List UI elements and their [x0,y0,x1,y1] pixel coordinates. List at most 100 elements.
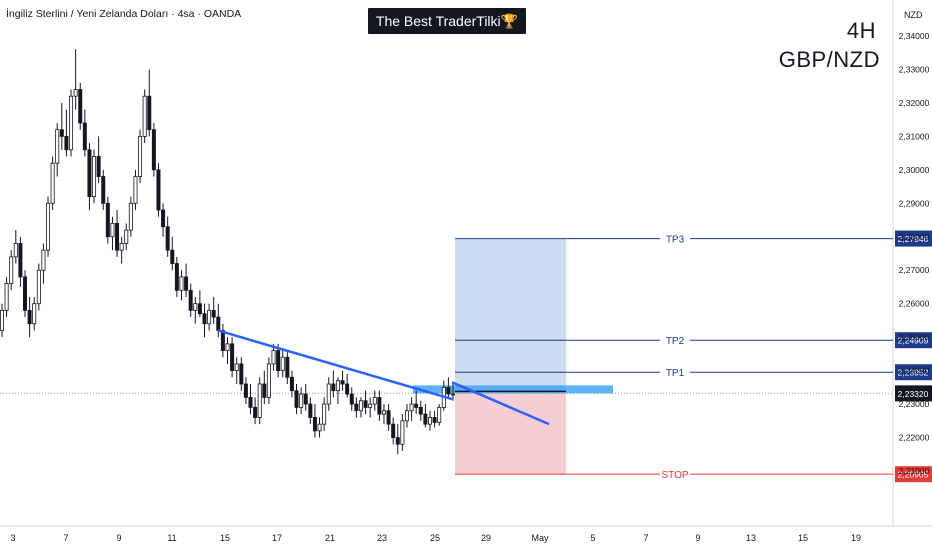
candle-body [69,95,74,151]
y-tick-label: 2,29000 [899,198,930,208]
trendline-lower [451,381,550,426]
candle-body [253,407,258,418]
candle-body [239,363,244,385]
candle-body [234,363,239,372]
candle-body [92,156,97,198]
candle-body [331,383,336,392]
candle-body [0,309,4,331]
candle-body [18,243,23,278]
x-tick-label: May [531,533,549,543]
candle-body [179,276,184,291]
x-tick-label: 7 [643,533,648,543]
candle-body [27,309,32,325]
candle-body [322,403,327,425]
candle-body [386,410,391,425]
candle-body [82,122,87,151]
candle-body [115,222,120,251]
candle-body [193,303,198,311]
candle-body [23,276,28,311]
candle-body [414,403,419,408]
x-tick-label: 15 [220,533,230,543]
pair-label: GBP/NZD [778,47,880,72]
candle-body [312,417,317,432]
candle-body [450,393,455,396]
candle-body [285,356,290,378]
candle-body [220,330,225,351]
currency-label: NZD [904,10,923,20]
candle-body [161,209,166,228]
candle-body [409,403,414,412]
symbol-title: İngiliz Sterlini / Yeni Zelanda Doları ·… [6,8,242,20]
candle-body [174,263,179,291]
candle-body [257,383,262,418]
candle-body [340,380,345,385]
candle-body [423,413,428,425]
candle-body [96,156,101,177]
y-tick-label: 2,25000 [899,332,930,342]
candle-body [363,400,368,408]
y-tick-label: 2,33000 [899,64,930,74]
level-label-tp1: TP1 [666,368,685,379]
candle-body [207,309,212,325]
price-tag-text-tp1: 2,23952 [898,368,929,378]
candle-body [41,249,46,271]
candle-body [377,396,382,415]
candle-body [317,423,322,432]
candle-body [358,400,363,412]
stop-zone [455,393,566,475]
x-tick-label: 29 [481,533,491,543]
candle-body [427,417,432,425]
candle-body [105,202,110,238]
candle-body [59,129,64,137]
candle-body [299,393,304,408]
candle-body [50,162,55,204]
x-tick-label: 3 [10,533,15,543]
candle-body [303,393,308,405]
current-price-tag [895,385,932,402]
candle-body [391,423,396,438]
candle-body [308,403,313,418]
y-tick-label: 2,30000 [899,165,930,175]
candle-body [138,135,143,177]
candle-body [170,249,175,264]
candle-body [262,383,267,398]
y-tick-label: 2,23000 [899,399,930,409]
candle-body [64,135,69,151]
price-tag-tp1 [895,364,932,381]
y-tick-label: 2,34000 [899,31,930,41]
candle-body [271,350,276,365]
candle-body [4,283,9,311]
candle-body [368,403,373,408]
target-zone [455,238,566,394]
timeframe-label: 4H [846,18,876,43]
x-tick-label: 7 [63,533,68,543]
candle-body [211,309,216,318]
candle-body [9,256,14,285]
candle-body [345,383,350,395]
candle-body [216,316,221,331]
candle-body [335,380,340,392]
candle-body [124,229,129,244]
candle-body [202,313,207,325]
candle-body [289,376,294,392]
candle-body [432,417,437,423]
entry-zone [413,385,613,394]
price-tag-stop [895,466,932,483]
candle-body [128,202,133,231]
trendline-upper [217,329,453,401]
candle-body [110,222,115,238]
current-price-tag-text: 2,23320 [898,389,929,399]
candle-body [197,303,202,315]
candle-body [165,226,170,251]
candle-body [13,243,18,258]
candle-body [78,89,83,124]
candle-body [266,363,271,398]
candle-body [349,393,354,405]
candle-body [156,169,161,211]
candle-body [326,383,331,405]
candle-body [418,407,423,415]
x-tick-label: 25 [430,533,440,543]
candle-body [354,403,359,412]
x-tick-label: 9 [695,533,700,543]
